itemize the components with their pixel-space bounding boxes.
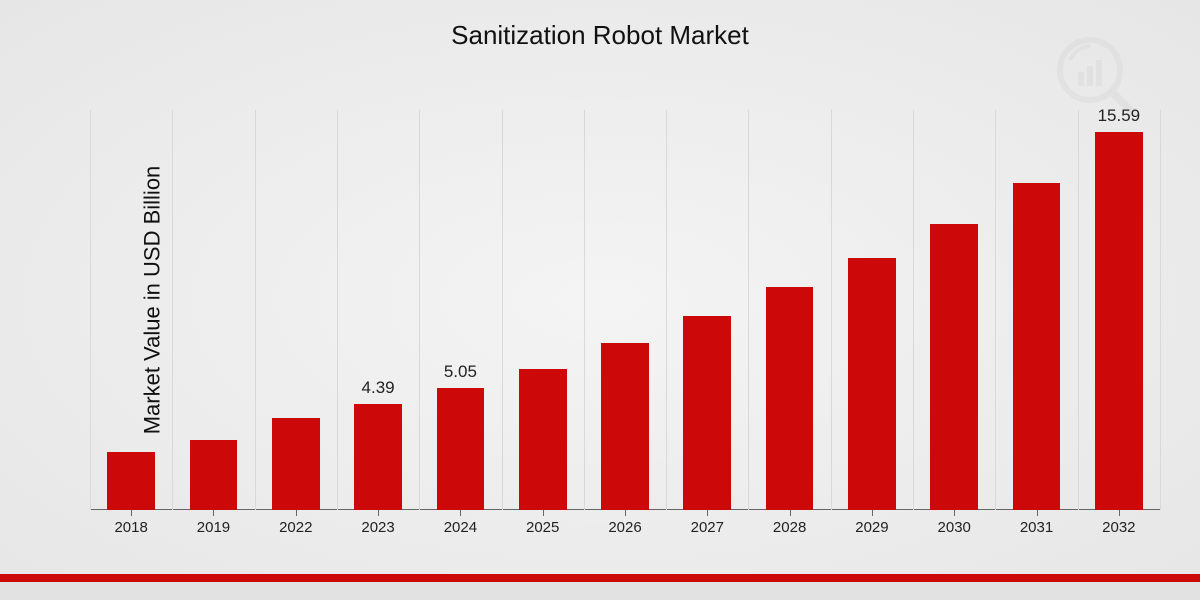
x-tick xyxy=(1119,510,1120,516)
bar xyxy=(1013,183,1061,510)
x-tick-label: 2024 xyxy=(444,519,477,536)
gridline xyxy=(172,110,173,510)
x-tick xyxy=(131,510,132,516)
bar xyxy=(354,404,402,510)
x-tick xyxy=(296,510,297,516)
gridline xyxy=(831,110,832,510)
x-tick xyxy=(954,510,955,516)
chart-title: Sanitization Robot Market xyxy=(0,20,1200,51)
gridline xyxy=(337,110,338,510)
x-tick-label: 2026 xyxy=(608,519,641,536)
x-tick xyxy=(790,510,791,516)
x-tick-label: 2031 xyxy=(1020,519,1053,536)
bar xyxy=(107,452,155,510)
footer-red-band xyxy=(0,574,1200,582)
footer-gray-band xyxy=(0,582,1200,600)
x-tick-label: 2018 xyxy=(114,519,147,536)
x-tick-label: 2029 xyxy=(855,519,888,536)
chart-canvas: Sanitization Robot Market Market Value i… xyxy=(0,0,1200,600)
bar xyxy=(848,258,896,510)
gridline xyxy=(748,110,749,510)
gridline xyxy=(995,110,996,510)
gridline xyxy=(502,110,503,510)
x-tick xyxy=(378,510,379,516)
bar-value-label: 4.39 xyxy=(362,378,395,398)
bar xyxy=(930,224,978,510)
bar-value-label: 5.05 xyxy=(444,362,477,382)
gridline xyxy=(913,110,914,510)
x-tick xyxy=(213,510,214,516)
x-tick xyxy=(1037,510,1038,516)
bar-value-label: 15.59 xyxy=(1098,106,1141,126)
x-tick xyxy=(707,510,708,516)
gridline xyxy=(1078,110,1079,510)
gridline xyxy=(584,110,585,510)
x-tick xyxy=(543,510,544,516)
bar xyxy=(1095,132,1143,510)
x-tick xyxy=(625,510,626,516)
x-tick-label: 2030 xyxy=(938,519,971,536)
footer-band xyxy=(0,574,1200,600)
bar xyxy=(601,343,649,510)
x-tick-label: 2022 xyxy=(279,519,312,536)
plot-area: 20182019202220234.3920245.05202520262027… xyxy=(90,110,1160,510)
gridline xyxy=(666,110,667,510)
x-tick-label: 2023 xyxy=(361,519,394,536)
bar xyxy=(190,440,238,510)
x-tick-label: 2025 xyxy=(526,519,559,536)
x-tick-label: 2028 xyxy=(773,519,806,536)
gridline xyxy=(255,110,256,510)
bar xyxy=(766,287,814,510)
gridline xyxy=(1160,110,1161,510)
bar xyxy=(437,388,485,510)
x-tick xyxy=(460,510,461,516)
x-tick-label: 2019 xyxy=(197,519,230,536)
bar xyxy=(683,316,731,510)
bar xyxy=(272,418,320,510)
x-tick-label: 2027 xyxy=(691,519,724,536)
gridline xyxy=(419,110,420,510)
gridline xyxy=(90,110,91,510)
x-tick-label: 2032 xyxy=(1102,519,1135,536)
bar xyxy=(519,369,567,510)
x-tick xyxy=(872,510,873,516)
